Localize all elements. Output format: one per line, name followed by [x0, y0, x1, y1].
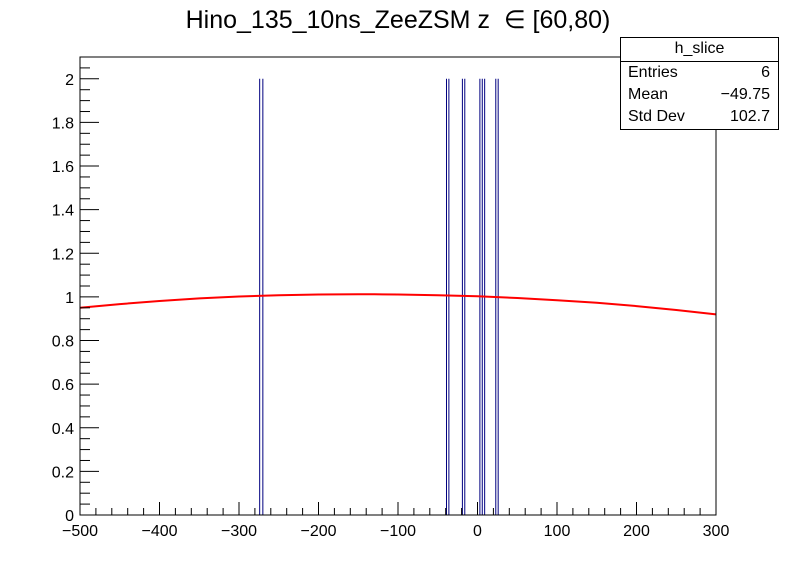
- fit-curve: [79, 293, 717, 316]
- y-tick-label: 2: [65, 72, 74, 89]
- y-tick-label: 1.4: [52, 203, 74, 220]
- stats-box-title: h_slice: [621, 38, 778, 62]
- chart-title: Hino_135_10ns_ZeeZSM z ∈ [60,80): [185, 6, 611, 34]
- y-tick-label: 1: [65, 290, 74, 307]
- y-tick-label: 1.2: [52, 246, 74, 263]
- stats-label: Std Dev: [628, 108, 685, 125]
- y-tick-label: 1.8: [52, 115, 74, 132]
- y-tick-label: 0.6: [52, 377, 74, 394]
- histogram-spikes: [259, 78, 499, 515]
- x-tick-label: 0: [473, 523, 482, 540]
- stats-row-stddev: Std Dev 102.7: [621, 106, 778, 128]
- x-tick-label: −400: [141, 523, 177, 540]
- stats-label: Mean: [628, 86, 669, 103]
- x-tick-label: −500: [62, 523, 98, 540]
- stats-value: −49.75: [720, 86, 770, 103]
- x-tick-label: 300: [703, 523, 730, 540]
- y-tick-label: 0.8: [52, 334, 74, 351]
- x-tick-label: 200: [623, 523, 650, 540]
- stats-value: 102.7: [729, 108, 770, 125]
- axis-ticks: [79, 56, 717, 516]
- x-tick-label: −200: [300, 523, 336, 540]
- stats-row-entries: Entries 6: [621, 62, 778, 84]
- fit-curve-layer: [79, 293, 717, 316]
- y-tick-label: 1.6: [52, 159, 74, 176]
- y-tick-label: 0: [65, 508, 74, 525]
- y-tick-label: 0.2: [52, 464, 74, 481]
- x-tick-label: −100: [380, 523, 416, 540]
- x-tick-label: 100: [544, 523, 571, 540]
- stats-box: h_slice Entries 6 Mean −49.75 Std Dev 10…: [620, 37, 779, 130]
- x-tick-label: −300: [221, 523, 257, 540]
- y-tick-label: 0.4: [52, 421, 74, 438]
- stats-value: 6: [761, 64, 770, 81]
- stats-label: Entries: [628, 64, 678, 81]
- axis-tick-labels: −500 −400 −300 −200 −100 0 100 200 300 0 0.2 0.4 0.6…: [52, 72, 730, 540]
- stats-row-mean: Mean −49.75: [621, 84, 778, 106]
